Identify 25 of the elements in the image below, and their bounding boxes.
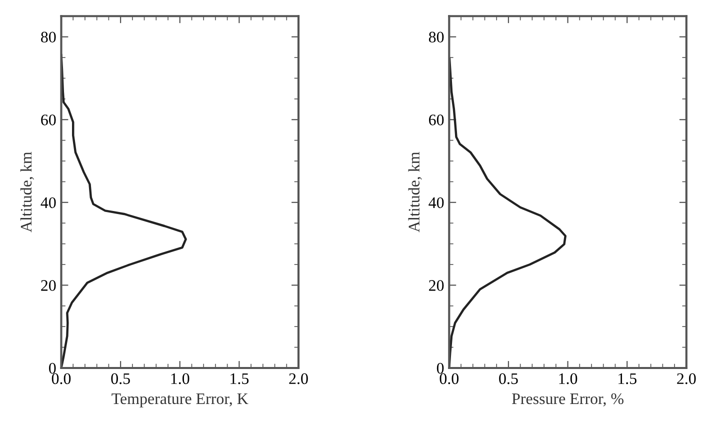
x-tick-label: 1.0	[171, 373, 190, 384]
y-tick-label: 0	[436, 362, 444, 374]
y-tick-label: 0	[49, 362, 56, 374]
x-tick-label: 0.0	[440, 373, 459, 384]
x-tick-label: 2.0	[289, 373, 308, 384]
y-tick-label: 80	[41, 32, 56, 43]
y-axis-title: Altitude, km	[408, 152, 422, 232]
x-tick-label: 0.0	[52, 373, 71, 384]
x-tick-label: 2.0	[677, 373, 696, 384]
line-series	[449, 58, 567, 368]
y-tick-label: 60	[41, 114, 56, 126]
x-tick-label: 1.0	[559, 373, 578, 384]
y-tick-label: 20	[429, 280, 444, 291]
y-tick-label: 80	[428, 32, 444, 43]
x-axis-title: Temperature Error, K	[112, 394, 248, 408]
y-tick-label: 60	[429, 114, 444, 126]
y-tick-label: 40	[40, 197, 56, 208]
x-tick-label: 1.5	[618, 373, 636, 384]
y-tick-label: 20	[41, 280, 56, 291]
x-tick-label: 0.5	[111, 373, 130, 384]
x-tick-label: 1.5	[230, 373, 249, 384]
x-axis-title: Pressure Error, %	[512, 393, 624, 406]
x-tick-label: 0.5	[499, 373, 518, 384]
y-axis-title: Altitude, km	[20, 152, 34, 232]
y-tick-label: 40	[428, 197, 444, 208]
